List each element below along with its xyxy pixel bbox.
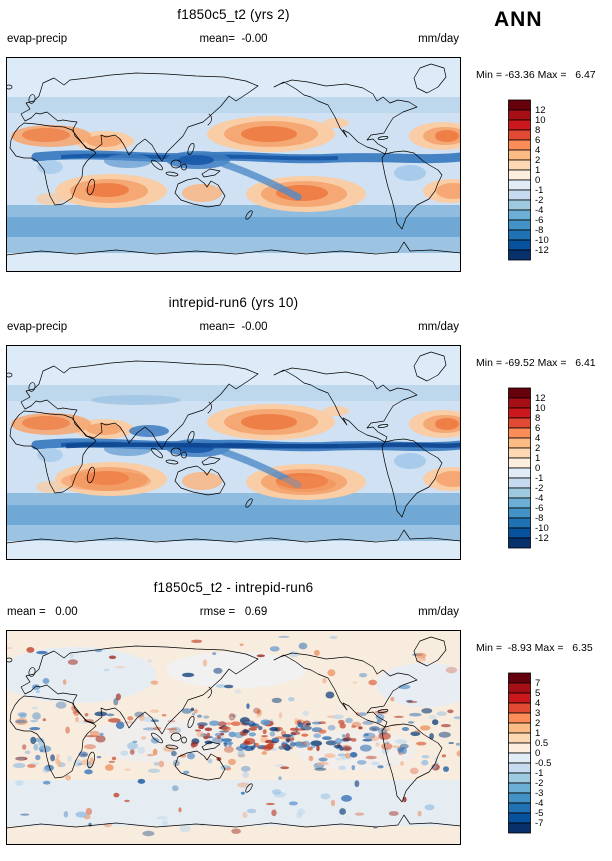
- svg-text:-7: -7: [535, 818, 543, 829]
- panel-title: f1850c5_t2 (yrs 2): [177, 7, 290, 22]
- svg-text:-6: -6: [535, 503, 543, 514]
- svg-text:-0.5: -0.5: [535, 758, 551, 769]
- map-difference: [6, 630, 461, 845]
- difference-noise-layer: [6, 635, 461, 837]
- svg-text:10: 10: [535, 403, 546, 414]
- map-case2: [6, 345, 461, 560]
- svg-text:5: 5: [535, 688, 540, 699]
- svg-text:-5: -5: [535, 808, 543, 819]
- units-label: mm/day: [418, 606, 459, 618]
- panel-title: intrepid-run6 (yrs 10): [168, 295, 299, 310]
- svg-text:7: 7: [535, 678, 540, 689]
- svg-text:4: 4: [535, 145, 540, 156]
- svg-text:2: 2: [535, 155, 540, 166]
- variable-label: evap-precip: [7, 33, 68, 45]
- map-case1: [6, 57, 461, 272]
- mean-stat: mean= -0.00: [199, 33, 268, 45]
- panel-difference: f1850c5_t2 - intrepid-run6 mean = 0.00 r…: [0, 573, 612, 861]
- svg-text:-10: -10: [535, 523, 549, 534]
- svg-text:-1: -1: [535, 473, 543, 484]
- minmax-label: Min = -69.52 Max = 6.41: [476, 357, 596, 369]
- rmse-stat: rmse = 0.69: [199, 606, 268, 618]
- svg-text:2: 2: [535, 718, 540, 729]
- svg-text:0: 0: [535, 463, 540, 474]
- mean-stat: mean = 0.00: [7, 606, 78, 618]
- units-label: mm/day: [418, 33, 459, 45]
- svg-text:-12: -12: [535, 533, 549, 544]
- svg-text:0.5: 0.5: [535, 738, 548, 749]
- svg-text:6: 6: [535, 423, 540, 434]
- svg-text:-1: -1: [535, 185, 543, 196]
- svg-text:-1: -1: [535, 768, 543, 779]
- mean-stat: mean= -0.00: [199, 321, 268, 333]
- season-label: ANN: [494, 8, 543, 31]
- svg-text:6: 6: [535, 135, 540, 146]
- svg-text:3: 3: [535, 708, 540, 719]
- svg-text:12: 12: [535, 105, 546, 116]
- svg-text:8: 8: [535, 413, 540, 424]
- units-label: mm/day: [418, 321, 459, 333]
- svg-text:8: 8: [535, 125, 540, 136]
- svg-text:-10: -10: [535, 235, 549, 246]
- svg-text:10: 10: [535, 115, 546, 126]
- svg-text:-4: -4: [535, 205, 543, 216]
- stats-row: evap-precip mean= -0.00 mm/day: [6, 33, 461, 47]
- panel-case2: intrepid-run6 (yrs 10) evap-precip mean=…: [0, 288, 612, 576]
- svg-text:4: 4: [535, 698, 540, 709]
- svg-text:1: 1: [535, 165, 540, 176]
- minmax-label: Min = -8.93 Max = 6.35: [476, 642, 593, 654]
- stats-row: evap-precip mean= -0.00 mm/day: [6, 321, 461, 335]
- svg-text:-8: -8: [535, 513, 543, 524]
- svg-text:-2: -2: [535, 483, 543, 494]
- svg-text:-4: -4: [535, 493, 543, 504]
- svg-text:-8: -8: [535, 225, 543, 236]
- svg-text:0: 0: [535, 748, 540, 759]
- svg-text:-3: -3: [535, 788, 543, 799]
- svg-text:-6: -6: [535, 215, 543, 226]
- svg-text:12: 12: [535, 393, 546, 404]
- svg-text:-12: -12: [535, 245, 549, 256]
- minmax-label: Min = -63.36 Max = 6.47: [476, 69, 596, 81]
- svg-text:0: 0: [535, 175, 540, 186]
- panel-title: f1850c5_t2 - intrepid-run6: [153, 580, 314, 595]
- panel-case1: f1850c5_t2 (yrs 2) evap-precip mean= -0.…: [0, 0, 612, 288]
- svg-text:2: 2: [535, 443, 540, 454]
- variable-label: evap-precip: [7, 321, 68, 333]
- svg-text:4: 4: [535, 433, 540, 444]
- svg-text:-4: -4: [535, 798, 543, 809]
- svg-text:-2: -2: [535, 778, 543, 789]
- svg-text:1: 1: [535, 453, 540, 464]
- stats-row: mean = 0.00 rmse = 0.69 mm/day: [6, 606, 461, 620]
- svg-text:-2: -2: [535, 195, 543, 206]
- svg-text:1: 1: [535, 728, 540, 739]
